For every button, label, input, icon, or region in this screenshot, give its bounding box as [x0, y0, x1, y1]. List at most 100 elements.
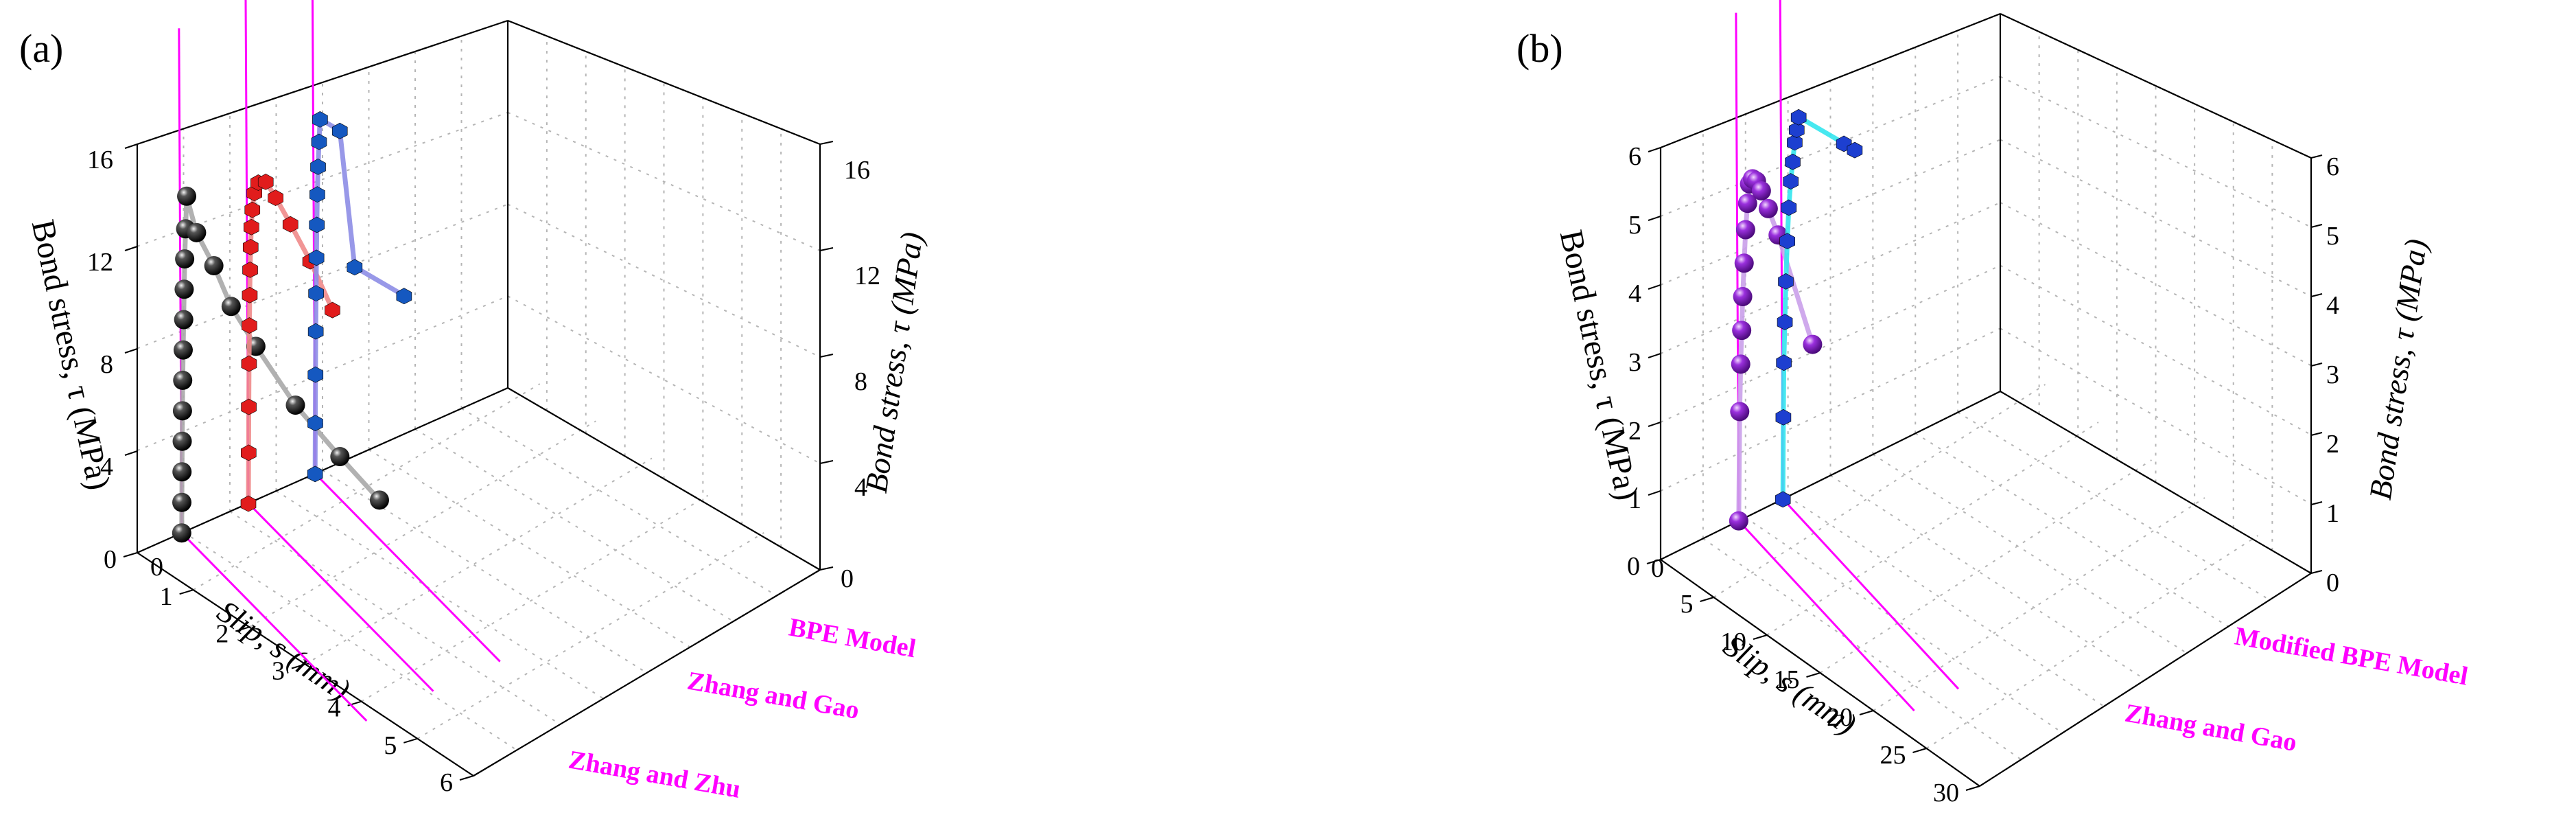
- ytick-right-a-8: 8: [854, 367, 867, 396]
- data-point: [172, 431, 192, 451]
- grid-line: [183, 531, 517, 751]
- data-point: [325, 301, 340, 319]
- ytick-a-8: 8: [100, 350, 113, 379]
- data-point: [1751, 181, 1771, 200]
- grid-line: [1660, 327, 2001, 492]
- data-point: [257, 173, 274, 190]
- plot-area-b: [1729, 0, 1960, 712]
- y-axis-right-a: 16 12 8 4 0: [819, 141, 880, 593]
- plot-area-a: [172, 0, 501, 722]
- x-tick-label: 20: [1827, 703, 1853, 732]
- data-point: [187, 222, 207, 242]
- grid-panel-a: [137, 20, 821, 777]
- data-point: [331, 122, 348, 139]
- data-point: [242, 262, 258, 278]
- data-point: [172, 401, 192, 421]
- x-tick-mark: [1912, 748, 1927, 753]
- data-point: [241, 355, 257, 372]
- data-point: [242, 238, 259, 255]
- ytick-a-16: 16: [87, 146, 113, 174]
- data-point: [241, 398, 257, 415]
- data-point: [307, 415, 323, 432]
- data-point: [172, 523, 191, 543]
- grid-line: [1925, 535, 2259, 749]
- data-point: [1737, 194, 1757, 214]
- data-point: [1778, 273, 1794, 290]
- grid-panel-b: [1660, 13, 2312, 787]
- ytick-a-4: 4: [100, 452, 113, 481]
- x-tick-mark: [123, 552, 138, 558]
- x-tick-label: 0: [104, 545, 117, 574]
- x-tick-label: 15: [1774, 665, 1800, 694]
- data-point: [1733, 287, 1753, 307]
- grid-line: [1915, 433, 2229, 628]
- y-axis-right-b: 6 5 4 3 2 1 0: [2310, 152, 2339, 597]
- data-point: [1785, 153, 1801, 170]
- data-point: [308, 285, 324, 302]
- ytick-right-b-5: 5: [2326, 222, 2339, 251]
- data-point: [242, 286, 258, 303]
- series-label-b-modified-bpe: Modified BPE Model: [2232, 622, 2470, 691]
- series-line: [179, 194, 382, 533]
- data-point: [1783, 173, 1799, 189]
- data-point: [1776, 354, 1792, 371]
- y-axis-left-a: 16 12 8 4 0: [87, 143, 163, 582]
- ytick-right-b-3: 3: [2326, 360, 2339, 389]
- panel-label-a: (a): [19, 26, 63, 71]
- ytick-a-12: 12: [87, 248, 113, 277]
- x-tick-label: 3: [272, 657, 285, 686]
- data-point: [1731, 354, 1750, 374]
- panel-a: (a) 16 12 8 4 0: [19, 0, 930, 804]
- ytick-b-6: 6: [1628, 142, 1641, 171]
- grid-line: [1745, 516, 2063, 734]
- series-plane-floor: [180, 532, 368, 722]
- grid-line: [1957, 411, 2271, 601]
- series-label-a-zhang-zhu: Zhang and Zhu: [566, 746, 742, 804]
- grid-line: [1829, 474, 2146, 680]
- data-point: [204, 255, 224, 275]
- panel-label-b: (b): [1517, 26, 1563, 71]
- grid-line: [1873, 497, 2205, 711]
- data-point: [1787, 134, 1803, 151]
- ytick-b-3: 3: [1628, 348, 1641, 377]
- ytick-b-4: 4: [1628, 279, 1641, 308]
- y-axis-left-b: 6 5 4 3 2 1 0: [1628, 142, 1664, 583]
- data-point: [307, 466, 323, 483]
- data-point: [177, 186, 197, 206]
- data-point: [1777, 314, 1793, 330]
- grid-line: [137, 203, 508, 349]
- grid-line: [1702, 538, 2022, 761]
- x-tick-mark: [1753, 634, 1768, 640]
- grid-line: [417, 531, 764, 739]
- data-point: [1847, 141, 1863, 159]
- x-tick-mark: [235, 626, 250, 632]
- series-plane-floor: [314, 472, 501, 663]
- panel-b: (b) 6 5 4 3 2 1 0: [1517, 0, 2470, 807]
- grid-line: [2000, 327, 2312, 505]
- grid-line: [1766, 422, 2099, 636]
- data-point: [1790, 108, 1807, 126]
- data-point: [347, 259, 363, 276]
- data-point: [396, 288, 412, 305]
- grid-line: [248, 420, 596, 628]
- y-axis-right-title-b: Bond stress, τ (MPa): [2363, 237, 2434, 502]
- data-point: [312, 111, 328, 128]
- grid-line: [305, 457, 653, 665]
- ytick-b-2: 2: [1628, 417, 1641, 446]
- box-edges-a: [136, 19, 821, 777]
- x-tick-label: 10: [1720, 628, 1746, 656]
- ytick-right-a-16: 16: [844, 156, 870, 185]
- data-point: [244, 218, 259, 235]
- series-line: [1780, 114, 1856, 499]
- data-point: [330, 447, 350, 467]
- ytick-right-b-1: 1: [2326, 499, 2339, 528]
- x-tick-label: 5: [384, 731, 397, 760]
- ytick-a-0: 0: [150, 553, 163, 582]
- x-tick-label: 6: [440, 768, 453, 797]
- series-plane-floor: [247, 502, 434, 692]
- data-point: [1788, 122, 1805, 138]
- ytick-right-b-6: 6: [2326, 152, 2339, 181]
- ytick-b-0: 0: [1651, 554, 1664, 583]
